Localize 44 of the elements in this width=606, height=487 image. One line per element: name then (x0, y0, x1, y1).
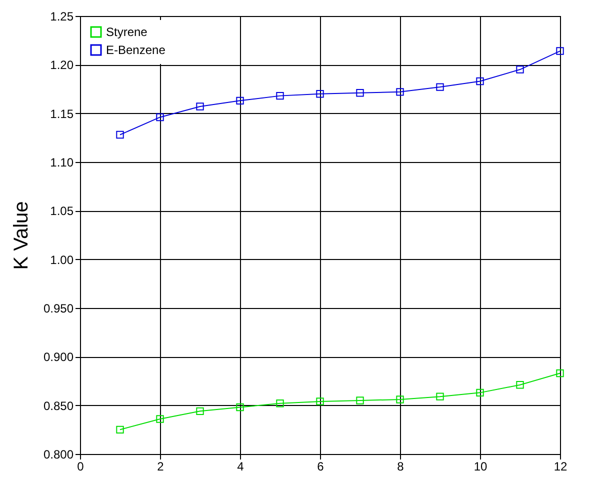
point (396, 396, 404, 404)
point (316, 90, 324, 98)
y-tick-label: 1.25 (50, 10, 74, 24)
point (196, 102, 204, 110)
y-tick-label: 0.850 (43, 398, 74, 413)
y-tick-label: 0.950 (43, 302, 74, 316)
x-tick-label: 10 (474, 460, 488, 474)
point (116, 130, 124, 139)
point (236, 96, 244, 105)
x-tick-label: 6 (317, 460, 324, 474)
y-tick-label: 0.900 (43, 350, 74, 364)
x-tick-label: 8 (397, 460, 404, 474)
x-tick-label: 2 (157, 460, 164, 474)
point (556, 47, 564, 55)
point (276, 400, 284, 408)
x-tick-label: 0 (77, 460, 84, 474)
point (436, 83, 444, 91)
x-tick-label: 4 (237, 460, 244, 474)
legend-label: Styrene (106, 25, 148, 39)
y-tick-label: 0.800 (43, 448, 74, 462)
legend-label: E-Benzene (106, 43, 166, 57)
y-tick-label: 1.05 (50, 204, 74, 218)
point (476, 388, 484, 397)
y-axis-title: K Value (10, 201, 32, 270)
point (276, 92, 284, 100)
y-tick-label: 1.15 (50, 106, 74, 121)
point (556, 369, 564, 378)
point (476, 77, 484, 86)
y-tick-label: 1.10 (50, 156, 74, 170)
point (156, 415, 164, 423)
point (396, 88, 404, 96)
y-tick-label: 1.20 (50, 58, 74, 72)
point (236, 403, 244, 412)
point (356, 396, 364, 404)
point (516, 66, 524, 74)
point (356, 89, 364, 97)
point (516, 381, 524, 389)
point (156, 113, 164, 122)
point (436, 392, 444, 400)
point (196, 407, 204, 416)
point (116, 426, 124, 434)
y-tick-label: 1.00 (50, 252, 74, 267)
point (316, 398, 324, 406)
x-tick-label: 12 (554, 460, 568, 474)
